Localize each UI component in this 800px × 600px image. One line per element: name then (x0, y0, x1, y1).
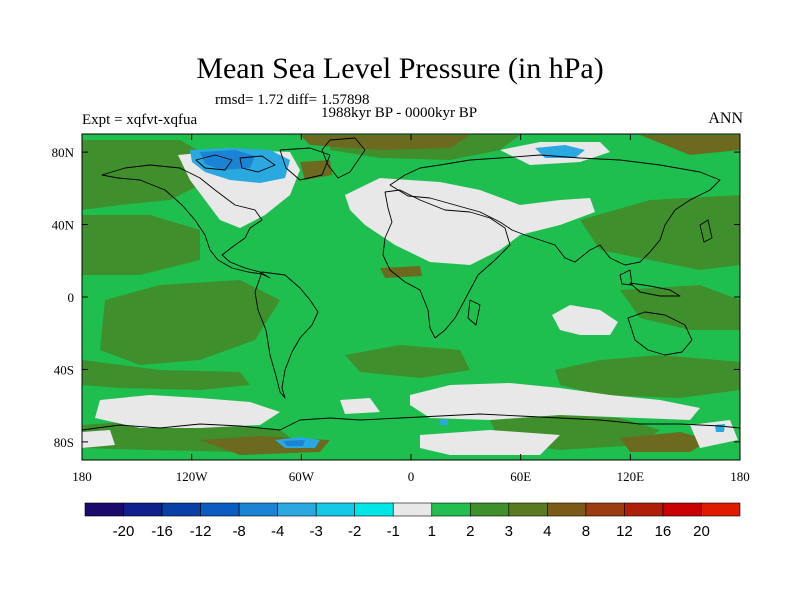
y-tick-label: 80S (54, 435, 74, 450)
season-label: ANN (708, 110, 743, 127)
colorbar-label: 3 (505, 523, 513, 540)
colorbar-swatch (431, 502, 471, 517)
coastlines (82, 137, 740, 431)
colorbar-swatch (200, 502, 240, 517)
x-tick-label: 120W (176, 469, 209, 484)
colorbar-label: -4 (271, 523, 284, 540)
colorbar-label: -3 (310, 523, 323, 540)
colorbar-swatch (508, 502, 548, 517)
y-tick-label: 0 (68, 290, 75, 305)
colorbar-swatch (277, 502, 317, 517)
x-tick-label: 60E (510, 469, 531, 484)
colorbar-swatch (585, 502, 625, 517)
colorbar-label: -16 (151, 523, 173, 540)
y-axis: 80N 40N 0 40S 80S (52, 145, 740, 450)
field-negative-hpa (190, 145, 725, 448)
y-tick-label: 40S (54, 362, 74, 377)
colorbar-swatch (84, 502, 124, 517)
colorbar-label: -1 (387, 523, 400, 540)
x-tick-label: 180 (72, 469, 92, 484)
colorbar-label: -12 (190, 523, 212, 540)
colorbar-label: 1 (428, 523, 436, 540)
y-tick-label: 80N (52, 145, 75, 160)
x-tick-label: 180 (730, 469, 750, 484)
period-label: 1988kyr BP - 0000kyr BP (321, 105, 478, 121)
x-axis: 180 120W 60W 0 60E 120E 180 (72, 134, 750, 484)
x-tick-label: 120E (617, 469, 645, 484)
colorbar-swatch (161, 502, 201, 517)
colorbar-swatch (123, 502, 163, 517)
colorbar-swatch (238, 502, 278, 517)
colorbar-swatch (547, 502, 587, 517)
colorbar-swatch (354, 502, 394, 517)
colorbar-label: -8 (232, 523, 245, 540)
colorbar-swatch (662, 502, 702, 517)
colorbar-label: 20 (693, 523, 710, 540)
map-plot-area (82, 134, 740, 460)
x-tick-label: 60W (289, 469, 315, 484)
experiment-label: Expt = xqfvt-xqfua (82, 112, 198, 128)
colorbar-label: -20 (113, 523, 135, 540)
y-tick-label: 40N (52, 218, 75, 233)
colorbar-swatch (392, 502, 433, 517)
colorbar-label: 4 (543, 523, 551, 540)
map-title: Mean Sea Level Pressure (in hPa) (196, 52, 604, 85)
colorbar-label: 2 (466, 523, 474, 540)
colorbar-label: 12 (616, 523, 633, 540)
colorbar-label: 16 (655, 523, 672, 540)
colorbar-label: -2 (348, 523, 361, 540)
colorbar-swatch (315, 502, 356, 517)
stats-line: rmsd= 1.72 diff= 1.57898 (215, 92, 370, 108)
x-tick-label: 0 (408, 469, 415, 484)
colorbar: -20 -16 -12 -8 -4 -3 -2 -1 1 2 3 4 8 12 16 20 (84, 502, 741, 540)
colorbar-swatch (624, 502, 664, 517)
colorbar-label: 8 (582, 523, 590, 540)
colorbar-swatch (469, 502, 510, 517)
colorbar-swatch (701, 502, 741, 517)
